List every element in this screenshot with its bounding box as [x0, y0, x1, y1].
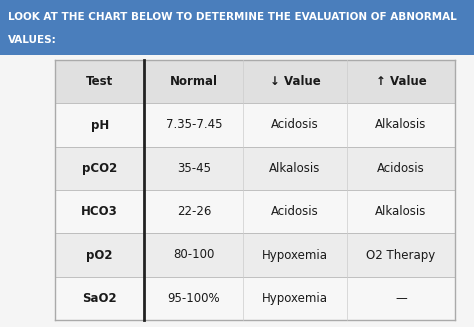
Text: pO2: pO2	[86, 249, 113, 262]
Text: VALUES:: VALUES:	[8, 35, 57, 44]
Text: 95-100%: 95-100%	[167, 292, 220, 305]
Text: 35-45: 35-45	[177, 162, 211, 175]
Text: Normal: Normal	[170, 75, 218, 88]
FancyBboxPatch shape	[55, 147, 455, 190]
FancyBboxPatch shape	[55, 103, 455, 147]
FancyBboxPatch shape	[55, 60, 455, 103]
FancyBboxPatch shape	[55, 190, 455, 233]
Text: ↑ Value: ↑ Value	[375, 75, 426, 88]
Text: ↓ Value: ↓ Value	[270, 75, 320, 88]
Text: O2 Therapy: O2 Therapy	[366, 249, 436, 262]
Text: Test: Test	[86, 75, 113, 88]
Text: Hypoxemia: Hypoxemia	[262, 249, 328, 262]
Text: 22-26: 22-26	[177, 205, 211, 218]
Text: 7.35-7.45: 7.35-7.45	[165, 118, 222, 131]
Text: LOOK AT THE CHART BELOW TO DETERMINE THE EVALUATION OF ABNORMAL: LOOK AT THE CHART BELOW TO DETERMINE THE…	[8, 11, 457, 22]
Text: —: —	[395, 292, 407, 305]
FancyBboxPatch shape	[0, 0, 474, 55]
Text: Alkalosis: Alkalosis	[375, 205, 427, 218]
Text: Alkalosis: Alkalosis	[269, 162, 321, 175]
Text: Alkalosis: Alkalosis	[375, 118, 427, 131]
Text: Hypoxemia: Hypoxemia	[262, 292, 328, 305]
Text: 80-100: 80-100	[173, 249, 215, 262]
FancyBboxPatch shape	[55, 233, 455, 277]
Text: SaO2: SaO2	[82, 292, 117, 305]
Text: pCO2: pCO2	[82, 162, 118, 175]
Text: Acidosis: Acidosis	[271, 118, 319, 131]
Text: Acidosis: Acidosis	[271, 205, 319, 218]
Text: pH: pH	[91, 118, 109, 131]
FancyBboxPatch shape	[55, 277, 455, 320]
Text: HCO3: HCO3	[82, 205, 118, 218]
Text: Acidosis: Acidosis	[377, 162, 425, 175]
